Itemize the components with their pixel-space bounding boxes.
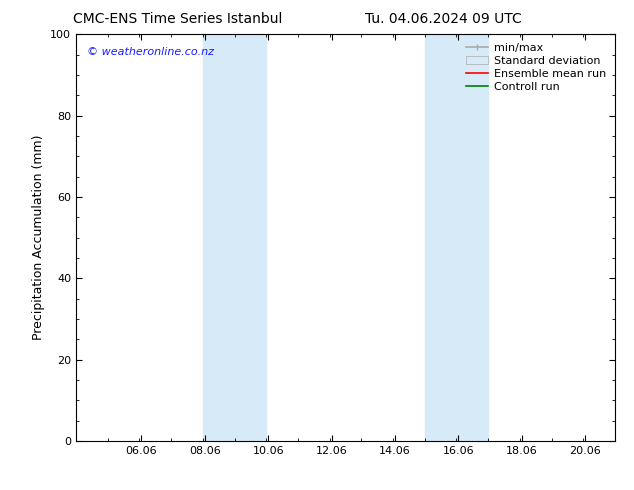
Text: CMC-ENS Time Series Istanbul: CMC-ENS Time Series Istanbul <box>73 12 282 26</box>
Bar <box>203 34 266 441</box>
Text: © weatheronline.co.nz: © weatheronline.co.nz <box>87 47 214 56</box>
Y-axis label: Precipitation Accumulation (mm): Precipitation Accumulation (mm) <box>32 135 44 341</box>
Text: Tu. 04.06.2024 09 UTC: Tu. 04.06.2024 09 UTC <box>365 12 522 26</box>
Legend: min/max, Standard deviation, Ensemble mean run, Controll run: min/max, Standard deviation, Ensemble me… <box>463 40 609 95</box>
Bar <box>425 34 488 441</box>
